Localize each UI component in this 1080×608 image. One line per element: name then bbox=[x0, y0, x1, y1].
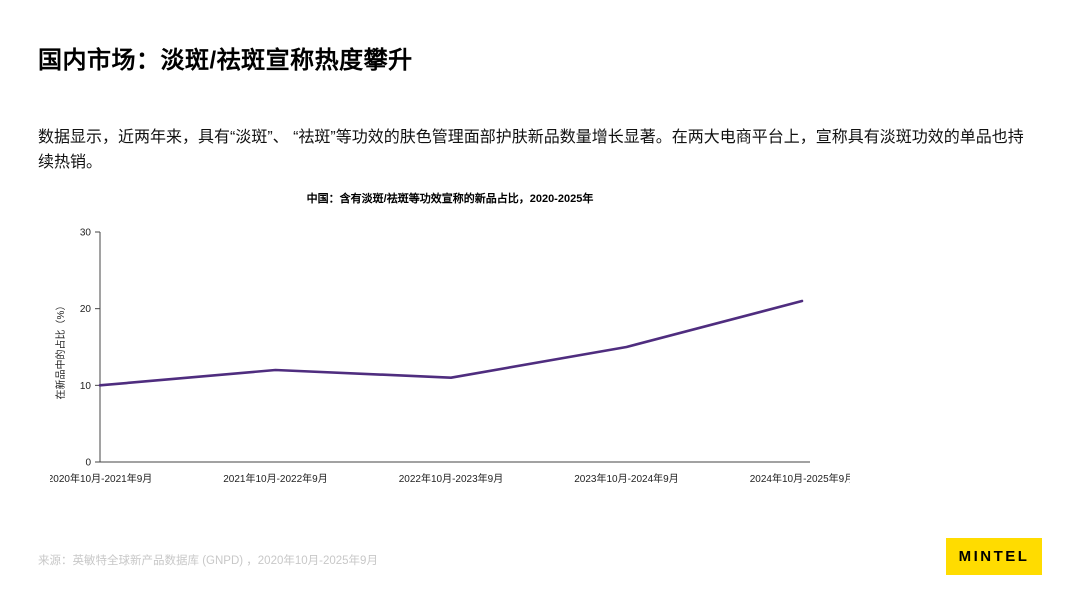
chart-title: 中国：含有淡斑/祛斑等功效宣称的新品占比，2020-2025年 bbox=[306, 193, 594, 205]
chart-container: 中国：含有淡斑/祛斑等功效宣称的新品占比，2020-2025年 在新品中的占比（… bbox=[48, 190, 855, 512]
x-tick-label: 2020年10月-2021年9月 bbox=[50, 472, 152, 485]
y-tick-label: 0 bbox=[85, 458, 91, 469]
x-tick-label: 2024年10月-2025年9月 bbox=[750, 472, 850, 485]
y-tick-label: 30 bbox=[80, 228, 92, 239]
page-title: 国内市场：淡斑/祛斑宣称热度攀升 bbox=[38, 47, 413, 74]
body-text: 数据显示，近两年来，具有“淡斑”、 “祛斑”等功效的肤色管理面部护肤新品数量增长… bbox=[38, 129, 1024, 171]
series-line bbox=[98, 299, 804, 387]
y-axis-label: 在新品中的占比（%） bbox=[56, 300, 67, 400]
source-note: 来源：英敏特全球新产品数据库 (GNPD) ，2020年10月-2025年9月 bbox=[38, 555, 378, 567]
y-tick-label: 10 bbox=[80, 381, 92, 392]
mintel-logo: MINTEL bbox=[946, 538, 1042, 575]
x-tick-label: 2022年10月-2023年9月 bbox=[399, 472, 504, 485]
x-tick-label: 2023年10月-2024年9月 bbox=[574, 472, 679, 485]
mintel-logo-text: MINTEL bbox=[958, 548, 1030, 565]
line-chart: 0 10 20 30 2020年10月-2021年9月 2021年10月-2022年9月 2… bbox=[48, 228, 855, 486]
y-tick-label: 20 bbox=[80, 304, 92, 315]
x-tick-label: 2021年10月-2022年9月 bbox=[223, 472, 328, 485]
